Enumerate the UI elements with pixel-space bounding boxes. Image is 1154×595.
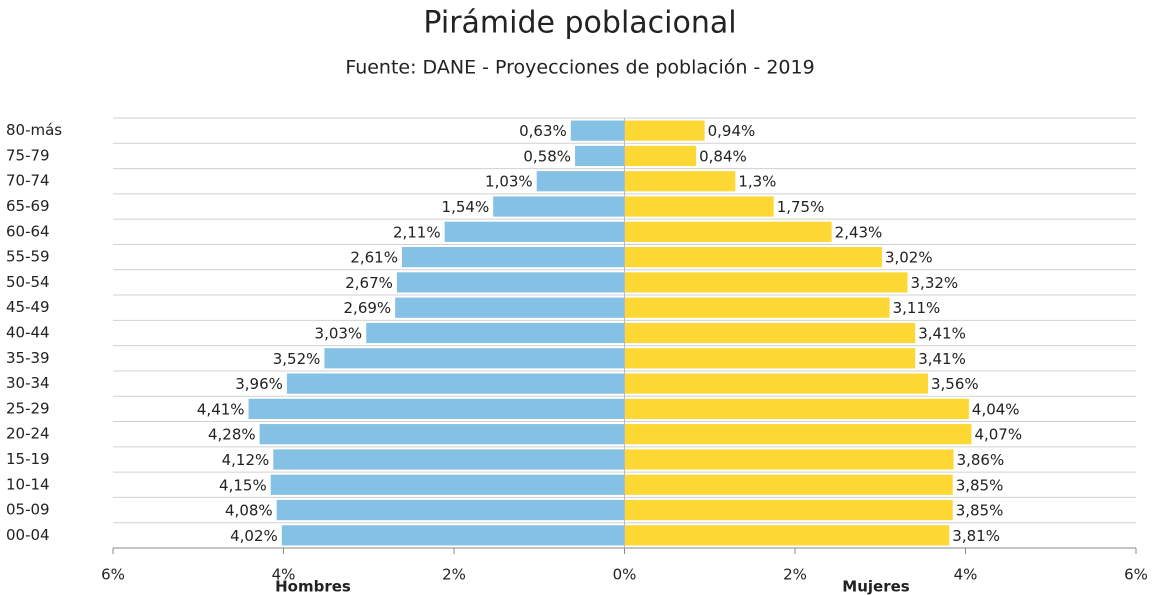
value-label: 2,61% (350, 249, 398, 267)
value-label: 0,84% (699, 147, 747, 165)
y-tick-label: 40-44 (6, 324, 50, 342)
y-tick-label: 10-14 (6, 475, 50, 493)
value-label: 4,41% (197, 400, 245, 418)
x-tick-label: 2% (442, 566, 466, 584)
y-tick-label: 00-04 (6, 526, 50, 544)
value-label: 4,08% (225, 502, 273, 520)
bar (270, 474, 625, 495)
value-label: 3,03% (315, 325, 363, 343)
axis-label-left: Hombres (275, 578, 351, 595)
y-tick-label: 45-49 (6, 298, 50, 316)
value-label: 2,69% (344, 299, 392, 317)
value-label: 2,67% (345, 274, 393, 292)
y-tick-label: 65-69 (6, 197, 50, 215)
bar (273, 449, 625, 470)
chart-title: Pirámide poblacional (423, 6, 736, 41)
value-label: 4,02% (230, 527, 278, 545)
bar (624, 196, 774, 217)
value-label: 1,03% (485, 173, 533, 191)
value-label: 3,41% (918, 350, 966, 368)
value-label: 3,32% (911, 274, 959, 292)
bar (444, 221, 625, 242)
value-label: 3,96% (235, 375, 283, 393)
bar (575, 145, 625, 167)
value-label: 4,12% (222, 451, 270, 469)
bar (276, 499, 625, 521)
bar (536, 171, 625, 192)
value-label: 0,58% (523, 147, 571, 165)
bar (624, 398, 969, 419)
value-label: 3,85% (956, 502, 1004, 520)
bar (248, 398, 625, 419)
bar (259, 424, 625, 445)
value-label: 4,07% (974, 426, 1022, 444)
value-label: 4,28% (208, 426, 256, 444)
bar (286, 373, 625, 394)
bar (281, 525, 625, 546)
value-label: 4,04% (972, 400, 1020, 418)
chart-subtitle: Fuente: DANE - Proyecciones de población… (345, 57, 814, 79)
y-tick-label: 20-24 (6, 425, 50, 443)
bar (624, 145, 697, 167)
value-label: 1,3% (738, 173, 776, 191)
bar (366, 322, 625, 344)
y-tick-label: 15-19 (6, 450, 50, 468)
bar (624, 322, 916, 344)
bar (624, 297, 890, 318)
value-label: 0,63% (519, 122, 567, 140)
value-label: 3,52% (273, 350, 321, 368)
bar (324, 348, 625, 369)
bar (624, 348, 916, 369)
x-tick-label: 0% (613, 566, 637, 584)
bar (624, 171, 736, 192)
y-tick-label: 80-más (6, 121, 62, 139)
bar (624, 449, 954, 470)
x-tick-label: 6% (101, 566, 125, 584)
x-tick-label: 2% (783, 566, 807, 584)
axis-label-right: Mujeres (842, 578, 909, 595)
bar (624, 247, 882, 268)
y-tick-label: 30-34 (6, 374, 50, 392)
value-label: 3,02% (885, 249, 933, 267)
value-label: 3,86% (957, 451, 1005, 469)
bar (624, 221, 832, 242)
value-label: 3,85% (956, 476, 1004, 494)
value-label: 4,15% (219, 476, 267, 494)
bar (624, 424, 972, 445)
bar (624, 373, 928, 394)
y-tick-label: 70-74 (6, 172, 50, 190)
value-label: 3,56% (931, 375, 979, 393)
y-tick-label: 25-29 (6, 399, 50, 417)
value-label: 2,43% (835, 223, 883, 241)
bar (624, 474, 953, 495)
bar (624, 120, 705, 141)
y-tick-label: 60-64 (6, 222, 50, 240)
bar (624, 499, 953, 521)
value-label: 1,75% (777, 198, 825, 216)
bar (624, 525, 950, 546)
value-label: 2,11% (393, 223, 441, 241)
x-tick-label: 4% (954, 566, 978, 584)
bar (395, 297, 625, 318)
bar (624, 272, 908, 293)
bar (570, 120, 625, 141)
y-tick-label: 35-39 (6, 349, 50, 367)
value-label: 3,11% (893, 299, 941, 317)
y-tick-label: 05-09 (6, 501, 50, 519)
x-tick-label: 6% (1124, 566, 1148, 584)
value-label: 0,94% (708, 122, 756, 140)
value-label: 3,41% (918, 325, 966, 343)
y-tick-label: 75-79 (6, 146, 50, 164)
x-tick-label: 4% (272, 566, 296, 584)
y-tick-label: 55-59 (6, 248, 50, 266)
y-tick-label: 50-54 (6, 273, 50, 291)
bar (396, 272, 625, 293)
value-label: 1,54% (442, 198, 490, 216)
bar (493, 196, 625, 217)
bar (401, 247, 625, 268)
value-label: 3,81% (952, 527, 1000, 545)
